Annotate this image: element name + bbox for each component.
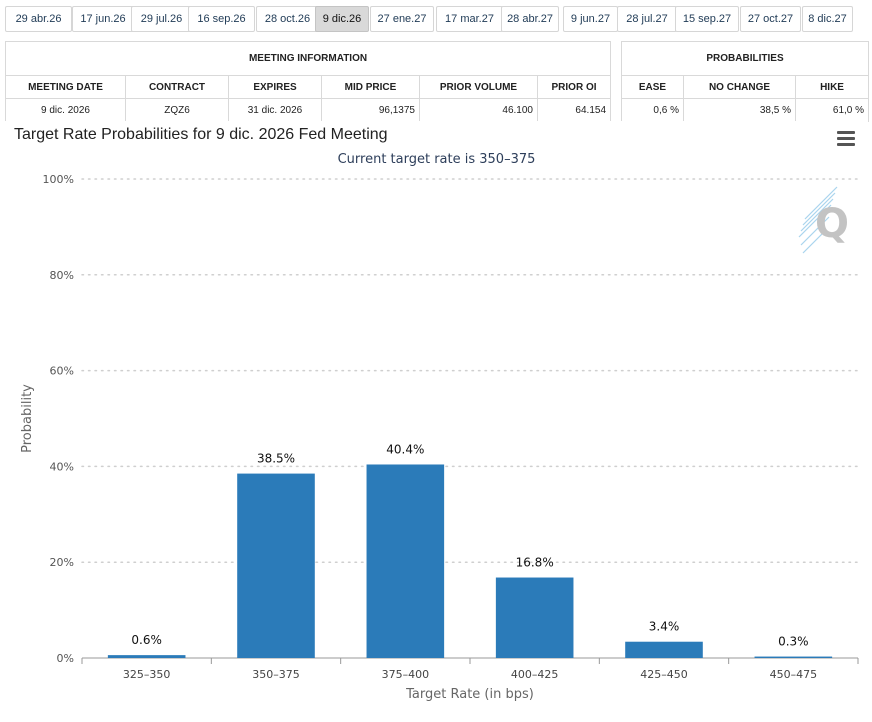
q-logo-icon: Q: [795, 185, 855, 262]
x-tick-label: 325–350: [123, 668, 171, 681]
bar: [366, 464, 445, 658]
prior-oi-value: 64.154: [536, 98, 612, 122]
data-label: 0.3%: [778, 635, 809, 649]
prior-volume-value: 46.100: [419, 98, 538, 122]
meeting-date-value: 9 dic. 2026: [5, 98, 126, 122]
bar: [237, 473, 315, 658]
header-prior-volume: PRIOR VOLUME: [419, 75, 538, 99]
bar: [625, 641, 703, 658]
data-label: 3.4%: [649, 620, 680, 634]
header-no-change: NO CHANGE: [683, 75, 796, 99]
probability-bar-chart: 0% 20% 40% 60% 80% 100% 0.6% 325–350 38.5% 350–37…: [20, 173, 859, 702]
bar: [107, 655, 186, 658]
data-label: 40.4%: [386, 442, 424, 456]
x-tick-label: 350–375: [252, 668, 300, 681]
chart-subtitle: Current target rate is 350–375: [337, 152, 536, 167]
date-tab[interactable]: 9 dic.26: [315, 6, 369, 32]
y-tick-label: 100%: [43, 173, 74, 186]
hamburger-menu-icon[interactable]: [837, 131, 855, 147]
date-tab[interactable]: 8 dic.27: [802, 6, 853, 32]
date-tab[interactable]: 17 mar.27: [436, 6, 503, 32]
mid-price-value: 96,1375: [321, 98, 420, 122]
header-mid-price: MID PRICE: [321, 75, 420, 99]
no-change-value: 38,5 %: [683, 98, 796, 122]
y-tick-label: 20%: [50, 556, 74, 569]
probabilities-table: PROBABILITIES EASE NO CHANGE HIKE 0,6 % …: [620, 41, 870, 122]
bar: [495, 577, 574, 658]
y-tick-label: 40%: [50, 460, 74, 473]
data-label: 16.8%: [516, 556, 554, 570]
header-expires: EXPIRES: [228, 75, 322, 99]
expires-value: 31 dic. 2026: [228, 98, 322, 122]
y-tick-label: 60%: [50, 365, 74, 378]
meeting-information-title: MEETING INFORMATION: [4, 41, 612, 76]
x-axis-title: Target Rate (in bps): [405, 687, 534, 702]
y-axis-title: Probability: [20, 384, 35, 453]
date-tab[interactable]: 29 jul.26: [131, 6, 192, 32]
date-tab[interactable]: 27 ene.27: [370, 6, 434, 32]
bar: [754, 656, 833, 658]
x-tick-label: 425–450: [640, 668, 688, 681]
svg-text:Q: Q: [815, 201, 849, 247]
x-tick-label: 400–425: [511, 668, 559, 681]
ease-value: 0,6 %: [621, 98, 684, 122]
meeting-information-table: MEETING INFORMATION MEETING DATE CONTRAC…: [4, 41, 612, 122]
header-ease: EASE: [621, 75, 684, 99]
date-tab[interactable]: 15 sep.27: [675, 6, 739, 32]
date-tab[interactable]: 28 jul.27: [617, 6, 677, 32]
header-contract: CONTRACT: [125, 75, 229, 99]
date-tab[interactable]: 29 abr.26: [5, 6, 72, 32]
y-tick-label: 0%: [57, 652, 74, 665]
contract-value: ZQZ6: [125, 98, 229, 122]
date-tab[interactable]: 9 jun.27: [563, 6, 618, 32]
header-prior-oi: PRIOR OI: [536, 75, 612, 99]
date-tab[interactable]: 28 oct.26: [256, 6, 319, 32]
header-hike: HIKE: [794, 75, 870, 99]
chart-title: Target Rate Probabilities for 9 dic. 202…: [14, 126, 388, 143]
date-tab[interactable]: 16 sep.26: [188, 6, 255, 32]
chart-panel: 0% 20% 40% 60% 80% 100% 0.6% 325–350 38.5% 350–37…: [5, 121, 868, 718]
date-tab[interactable]: 17 jun.26: [72, 6, 134, 32]
probabilities-title: PROBABILITIES: [620, 41, 870, 76]
date-tab[interactable]: 28 abr.27: [501, 6, 559, 32]
date-tab[interactable]: 27 oct.27: [740, 6, 801, 32]
x-tick-label: 375–400: [382, 668, 430, 681]
y-tick-label: 80%: [50, 269, 74, 282]
data-label: 38.5%: [257, 452, 295, 466]
header-meeting-date: MEETING DATE: [5, 75, 126, 99]
hike-value: 61,0 %: [794, 98, 870, 122]
data-label: 0.6%: [131, 633, 162, 647]
x-tick-label: 450–475: [770, 668, 818, 681]
